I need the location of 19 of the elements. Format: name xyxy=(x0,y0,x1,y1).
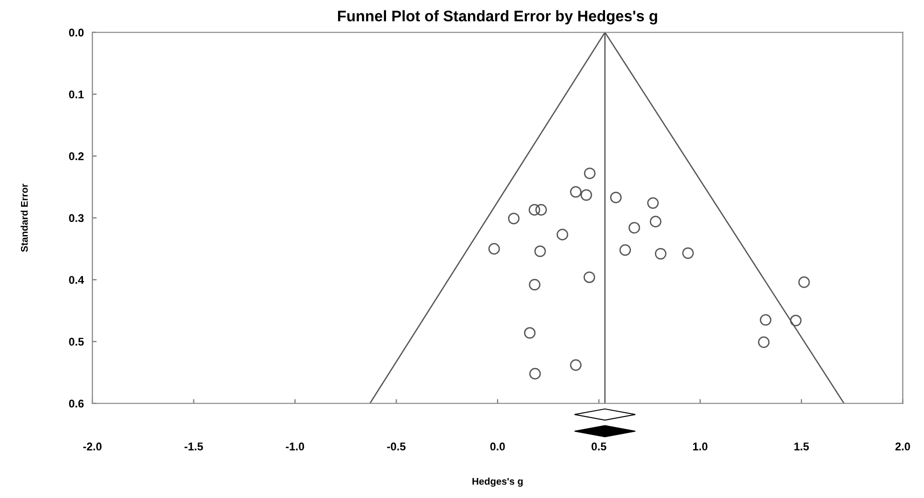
x-tick-label: 0.5 xyxy=(592,442,606,450)
y-tick-label: 0.3 xyxy=(69,214,84,222)
x-tick-label: -0.5 xyxy=(387,442,406,450)
x-tick-label: 2.0 xyxy=(895,442,910,450)
chart-title: Funnel Plot of Standard Error by Hedges's g xyxy=(338,10,658,24)
x-tick-label: -1.5 xyxy=(184,442,203,450)
y-tick-label: 0.4 xyxy=(69,276,84,284)
x-tick-label: 1.5 xyxy=(794,442,809,450)
x-tick-label: -2.0 xyxy=(83,442,102,450)
y-axis-title: Standard Error xyxy=(20,184,28,252)
x-tick-label: 1.0 xyxy=(693,442,708,450)
y-tick-label: 0.0 xyxy=(69,28,84,37)
x-axis-title: Hedges's g xyxy=(472,478,523,487)
y-tick-label: 0.5 xyxy=(69,338,84,346)
y-tick-label: 0.6 xyxy=(69,400,84,408)
y-tick-label: 0.2 xyxy=(69,152,84,160)
x-tick-label: 0.0 xyxy=(490,442,505,450)
x-tick-label: -1.0 xyxy=(286,442,304,450)
y-tick-label: 0.1 xyxy=(69,90,84,98)
